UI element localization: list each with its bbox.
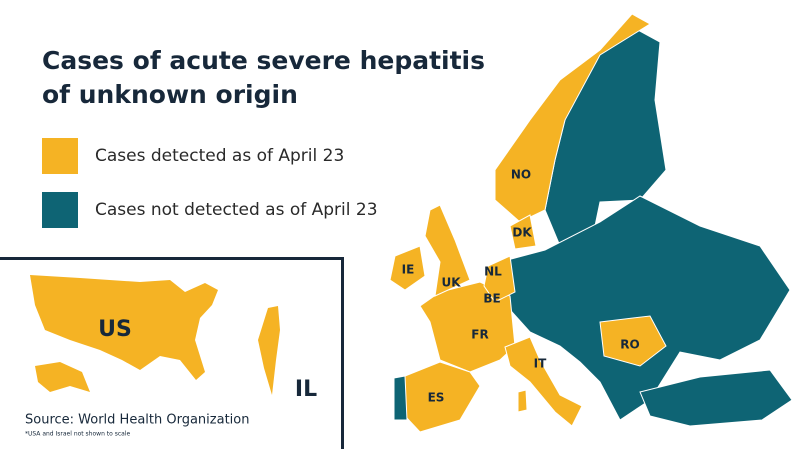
country-label: ES: [428, 391, 445, 405]
europe-map: [389, 13, 793, 433]
sardinia: [517, 389, 528, 413]
country-label: UK: [441, 276, 461, 290]
title-line: Cases of acute severe hepatitis: [42, 46, 485, 75]
israel: [258, 306, 280, 395]
legend-label: Cases detected as of April 23: [95, 146, 344, 166]
alaska: [35, 362, 90, 392]
inset-label: IL: [295, 377, 317, 402]
note: *USA and Israel not shown to scale: [25, 431, 130, 438]
country-label: IE: [402, 263, 415, 277]
spain: [404, 361, 481, 433]
usa: [30, 275, 218, 380]
uk: [424, 204, 471, 297]
benelux: [483, 255, 516, 303]
legend-label: Cases not detected as of April 23: [95, 200, 378, 220]
country-label: BE: [483, 292, 500, 306]
legend-swatch: [42, 192, 78, 228]
inset-label: US: [98, 317, 132, 342]
country-label: DK: [512, 226, 532, 240]
turkey: [639, 369, 793, 427]
source: Source: World Health Organization: [25, 413, 249, 428]
denmark: [509, 214, 537, 250]
portugal: [393, 375, 408, 421]
eastern-europe: [499, 195, 791, 421]
ireland: [389, 245, 426, 291]
country-label: NL: [484, 265, 502, 279]
legend-swatch: [42, 138, 78, 174]
inset-frame: [0, 257, 344, 449]
title-line: of unknown origin: [42, 80, 298, 109]
country-label: FR: [471, 328, 488, 342]
country-label: RO: [620, 338, 639, 352]
country-label: NO: [511, 168, 531, 182]
country-label: IT: [534, 357, 547, 371]
italy: [504, 336, 583, 427]
romania: [599, 315, 667, 367]
